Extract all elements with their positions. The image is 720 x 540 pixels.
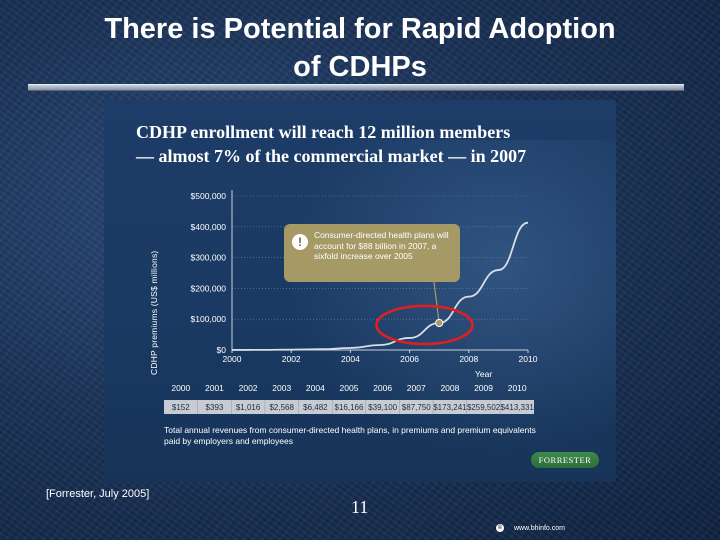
chart-panel: CDHP enrollment will reach 12 million me… [104,100,616,482]
website-url: www.bhinfo.com [514,524,565,532]
copyright: © www.bhinfo.com [496,524,565,532]
title-divider [28,84,684,91]
table-value: $6,482 [303,403,328,412]
table-year: 2004 [306,383,325,393]
y-tick-label: $500,000 [191,191,227,201]
premiums-series-line [231,221,529,351]
x-tick-label: 2010 [519,354,538,364]
forrester-logo: FORRESTER [531,452,599,468]
y-axis-title: CDHP premiums (US$ millions) [149,250,159,375]
table-value: $16,166 [335,403,364,412]
table-year: 2007 [407,383,426,393]
slide-title: There is Potential for Rapid Adoption of… [0,10,720,86]
table-year: 2009 [474,383,493,393]
callout-text: Consumer-directed health plans will acco… [314,230,449,261]
page-number: 11 [351,497,369,517]
x-axis-title: Year [475,369,492,379]
table-value: $87,750 [402,403,431,412]
x-tick-label: 2006 [400,354,419,364]
table-value-band [164,400,534,414]
highlight-ring [375,304,474,346]
chart-headline-line2: — almost 7% of the commercial market — i… [136,146,527,166]
table-year: 2000 [171,383,190,393]
highlight-point [435,318,444,328]
slide-title-line2: of CDHPs [293,51,427,83]
chart-headline-line1: CDHP enrollment will reach 12 million me… [136,122,511,142]
alert-icon: ! [292,234,308,250]
table-year: 2001 [205,383,224,393]
source-citation: [Forrester, July 2005] [46,488,150,500]
table-year: 2010 [508,383,527,393]
x-tick-label: 2004 [341,354,360,364]
x-tick-label: 2002 [282,354,301,364]
table-value: $413,331 [500,403,534,412]
y-tick-label: $100,000 [191,314,227,324]
y-tick-label: $400,000 [191,222,227,232]
x-tick-label: 2000 [223,354,242,364]
table-year: 2003 [272,383,291,393]
table-value: $393 [206,403,224,412]
x-tick-label: 2008 [459,354,478,364]
y-tick-label: $0 [217,345,227,355]
table-value: $152 [172,403,190,412]
table-year: 2008 [440,383,459,393]
copyright-icon: © [496,524,504,532]
callout-box: ! Consumer-directed health plans will ac… [284,224,460,282]
table-value: $173,241 [433,403,467,412]
chart-headline: CDHP enrollment will reach 12 million me… [136,120,606,168]
slide-title-line1: There is Potential for Rapid Adoption [104,13,616,45]
table-year: 2005 [340,383,359,393]
chart-footnote: Total annual revenues from consumer-dire… [164,425,536,446]
table-value: $259,502 [467,403,501,412]
table-value: $2,568 [269,403,294,412]
table-year: 2002 [239,383,258,393]
callout-leader [433,281,440,324]
table-year: 2006 [373,383,392,393]
table-value: $1,016 [236,403,261,412]
y-tick-label: $300,000 [191,253,227,263]
table-value: $39,100 [368,403,397,412]
y-tick-label: $200,000 [191,283,227,293]
